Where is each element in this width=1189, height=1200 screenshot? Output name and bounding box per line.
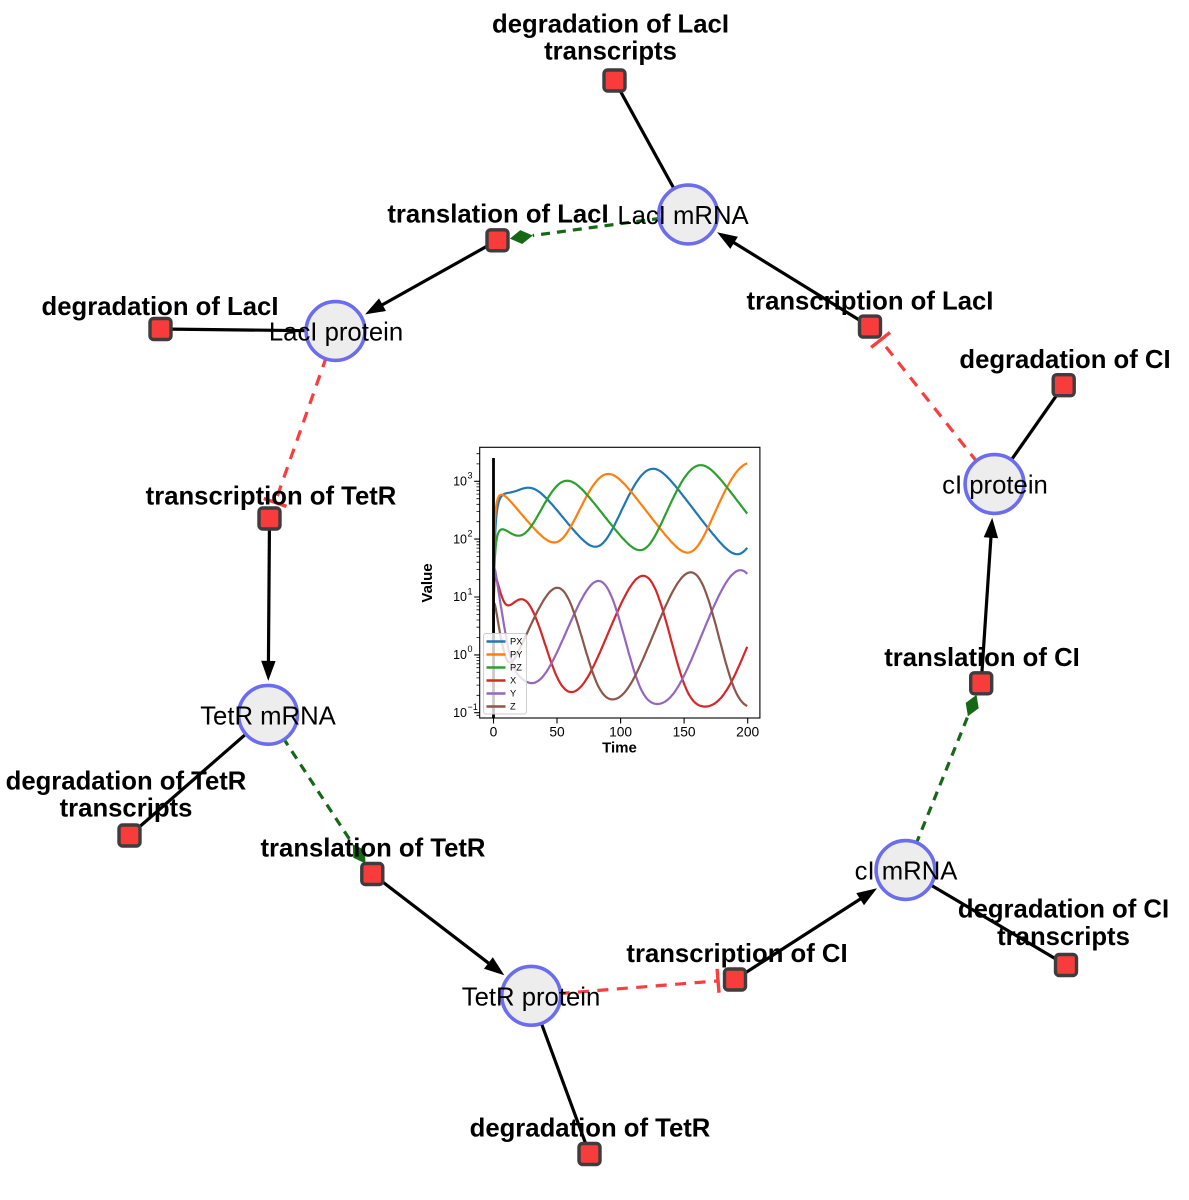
- svg-text:0: 0: [468, 644, 473, 654]
- svg-text:Z: Z: [510, 702, 516, 712]
- svg-text:PX: PX: [510, 637, 522, 647]
- svg-text:50: 50: [549, 725, 565, 740]
- svg-text:transcription of TetR: transcription of TetR: [146, 483, 397, 511]
- svg-text:1: 1: [468, 586, 473, 596]
- svg-text:transcripts: transcripts: [544, 38, 677, 66]
- svg-text:−1: −1: [468, 702, 478, 712]
- svg-text:Y: Y: [510, 689, 516, 699]
- svg-text:cI protein: cI protein: [942, 472, 1048, 500]
- svg-text:transcripts: transcripts: [997, 923, 1130, 951]
- svg-text:150: 150: [673, 725, 696, 740]
- svg-text:TetR mRNA: TetR mRNA: [200, 703, 336, 731]
- svg-text:LacI protein: LacI protein: [269, 319, 403, 347]
- svg-text:degradation of LacI: degradation of LacI: [492, 11, 729, 39]
- svg-text:translation of CI: translation of CI: [884, 644, 1080, 672]
- svg-text:PY: PY: [510, 650, 522, 660]
- svg-text:0: 0: [490, 725, 498, 740]
- svg-text:10: 10: [453, 706, 467, 720]
- svg-text:transcription of LacI: transcription of LacI: [747, 288, 994, 316]
- svg-text:cI mRNA: cI mRNA: [855, 858, 959, 886]
- svg-text:transcription of CI: transcription of CI: [626, 940, 847, 968]
- svg-text:translation of LacI: translation of LacI: [387, 201, 608, 229]
- svg-text:100: 100: [609, 725, 632, 740]
- svg-text:3: 3: [468, 471, 473, 481]
- svg-text:degradation of CI: degradation of CI: [958, 896, 1169, 924]
- svg-text:10: 10: [453, 475, 467, 489]
- svg-text:Value: Value: [419, 563, 436, 602]
- svg-text:degradation of TetR: degradation of TetR: [6, 768, 247, 796]
- svg-text:10: 10: [453, 590, 467, 604]
- svg-text:transcripts: transcripts: [60, 795, 193, 823]
- svg-text:degradation of TetR: degradation of TetR: [470, 1115, 711, 1143]
- svg-text:degradation of CI: degradation of CI: [959, 346, 1170, 374]
- svg-text:10: 10: [453, 532, 467, 546]
- svg-text:200: 200: [736, 725, 759, 740]
- svg-text:degradation of LacI: degradation of LacI: [42, 293, 279, 321]
- svg-text:TetR protein: TetR protein: [462, 984, 601, 1012]
- svg-text:Time: Time: [602, 740, 637, 757]
- svg-text:translation of TetR: translation of TetR: [260, 835, 485, 863]
- svg-text:10: 10: [453, 648, 467, 662]
- svg-text:X: X: [510, 676, 516, 686]
- svg-text:2: 2: [468, 529, 473, 539]
- svg-text:PZ: PZ: [510, 663, 522, 673]
- svg-text:LacI mRNA: LacI mRNA: [617, 202, 749, 230]
